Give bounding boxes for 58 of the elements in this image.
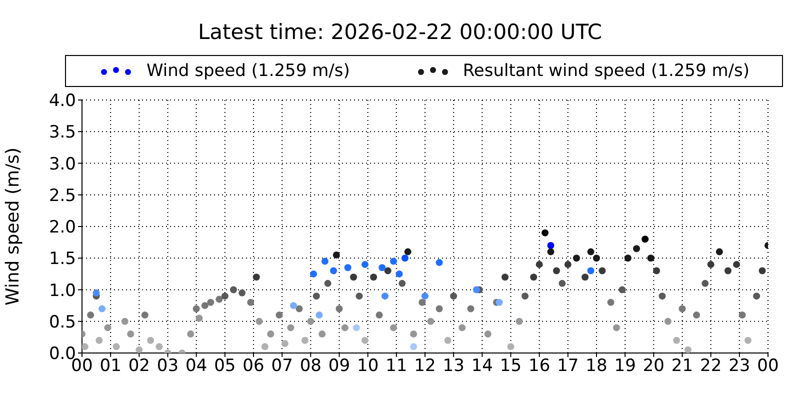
y-tick-label: 2.0 [48,218,76,238]
point [290,302,298,310]
y-tick-label: 3.5 [48,122,76,143]
point [316,312,323,319]
x-tick-label: 14 [471,356,493,376]
y-tick-label: 2.5 [48,186,76,206]
x-tick-label: 05 [214,356,236,376]
x-tick-label: 19 [614,356,636,376]
point [472,286,480,294]
point [92,289,100,296]
point [344,264,352,272]
point [352,324,360,332]
point [378,264,386,272]
point [422,292,428,300]
y-tick-label: 1.0 [48,280,76,301]
point [401,254,408,262]
chart-title: Latest time: 2026-02-22 00:00:00 UTC [196,20,604,44]
x-tick-label: 17 [557,356,579,376]
x-tick-label: 00 [757,356,779,376]
x-tick-label: 03 [156,356,179,376]
x-tick-label: 18 [586,356,608,376]
x-tick-label: 16 [528,356,550,376]
x-tick-label: 22 [700,356,722,376]
point [330,267,338,274]
x-tick-label: 23 [728,356,750,376]
x-tick-label: 21 [671,356,694,376]
x-tick-label: 06 [242,356,264,376]
y-axis-title: Wind speed (m/s) [2,147,24,306]
point [436,259,443,266]
point [396,270,403,278]
x-tick-label: 11 [386,356,408,376]
x-tick-label: 09 [328,356,350,376]
x-tick-label: 12 [414,356,436,376]
y-tick-label: 4.0 [48,91,76,112]
y-tick-label: 0.5 [48,312,76,332]
y-tick-label: 1.5 [48,249,76,270]
x-tick-label: 15 [500,356,522,376]
point [321,258,328,265]
point [98,305,106,312]
y-tick-label: 3.0 [48,154,76,174]
point [381,292,388,300]
x-tick-label: 02 [128,356,150,376]
x-tick-label: 20 [642,356,664,376]
point [410,343,418,350]
point [496,298,503,306]
x-tick-label: 07 [271,356,293,376]
legend-label: Wind speed (1.259 m/s) [146,61,350,81]
point [547,242,554,249]
point [361,260,368,268]
x-tick-label: 13 [442,356,464,376]
point [310,270,318,278]
x-tick-label: 04 [186,356,208,376]
legend-label: Resultant wind speed (1.259 m/s) [462,61,750,81]
x-tick-label: 01 [100,356,122,376]
point [587,267,594,274]
x-tick-label: 08 [300,356,322,376]
x-tick-label: 10 [357,356,379,376]
point [390,258,398,265]
